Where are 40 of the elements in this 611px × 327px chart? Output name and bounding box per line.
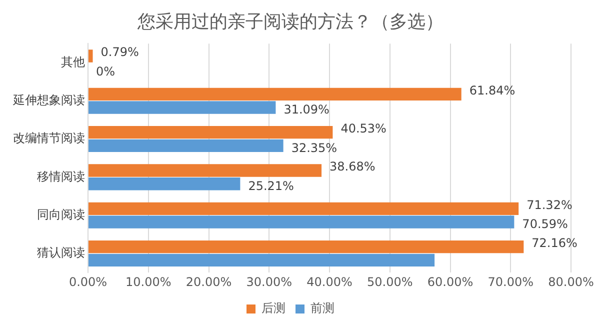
y-tick-label: 同向阅读 <box>37 207 85 222</box>
data-label: 31.09% <box>284 102 330 117</box>
y-tick-label: 猜认阅读 <box>37 246 85 260</box>
data-label: 61.84% <box>469 83 516 98</box>
data-label: 71.32% <box>526 198 572 212</box>
data-label: 70.59% <box>522 217 568 232</box>
bar <box>88 50 93 62</box>
chart-title: 您采用过的亲子阅读的方法？（多选） <box>136 11 444 32</box>
x-tick-label: 10.00% <box>125 274 172 289</box>
bar <box>88 216 514 228</box>
y-tick-label: 其他 <box>61 54 85 69</box>
bar <box>88 88 462 101</box>
legend-label: 前测 <box>310 301 334 316</box>
x-tick-label: 50.00% <box>366 274 413 289</box>
data-label: 38.68% <box>330 160 376 174</box>
bar <box>88 178 240 190</box>
bar <box>88 164 322 177</box>
x-tick-label: 60.00% <box>427 274 474 289</box>
data-label: 72.16% <box>532 236 578 250</box>
x-tick-label: 20.00% <box>186 274 232 289</box>
data-label: 32.35% <box>291 140 338 155</box>
bar <box>88 101 276 114</box>
data-label: 0.79% <box>100 45 139 60</box>
legend-label: 后测 <box>262 301 286 316</box>
x-tick-label: 0.00% <box>68 274 108 289</box>
x-tick-label: 70.00% <box>488 274 534 289</box>
bar <box>88 139 284 152</box>
data-label: 25.21% <box>248 178 294 193</box>
bar <box>88 202 519 216</box>
bar <box>88 240 524 254</box>
y-tick-label: 延伸想象阅读 <box>12 92 85 107</box>
x-tick-label: 80.00% <box>548 274 594 289</box>
y-tick-label: 改编情节阅读 <box>13 131 85 146</box>
data-label: 0% <box>96 64 116 78</box>
bar <box>88 254 435 267</box>
x-tick-label: 40.00% <box>306 274 352 289</box>
y-tick-label: 移情阅读 <box>37 169 85 184</box>
bar <box>88 126 333 139</box>
data-label: 40.53% <box>340 121 386 136</box>
x-tick-label: 30.00% <box>246 274 292 289</box>
